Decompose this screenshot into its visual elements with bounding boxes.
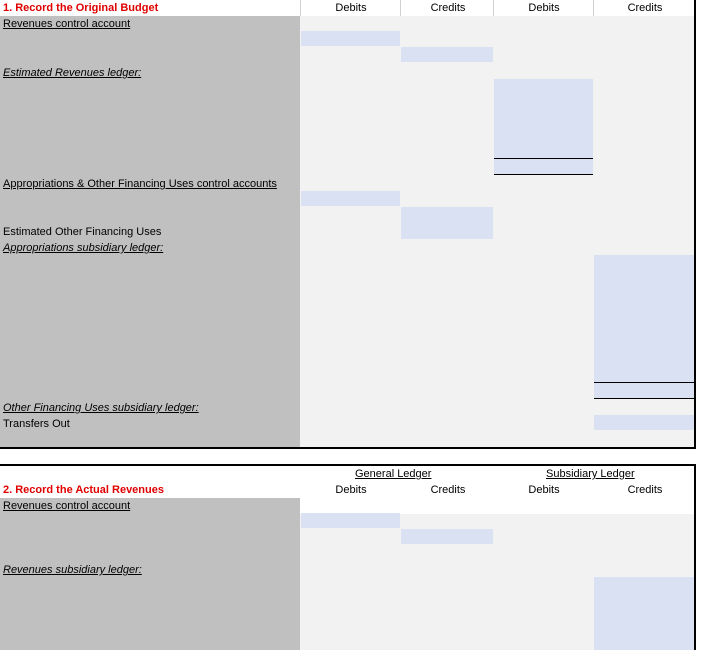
revenues-credit-input-2[interactable]: [401, 529, 493, 544]
header-divider: [493, 0, 494, 16]
gl-debits-header-2: Debits: [335, 484, 367, 496]
section1-title: 1. Record the Original Budget: [3, 2, 159, 14]
estimated-revenues-ledger-label: Estimated Revenues ledger:: [3, 67, 142, 79]
sl-debits-header-2: Debits: [528, 484, 560, 496]
ofu-subsidiary-label: Other Financing Uses subsidiary ledger:: [3, 402, 199, 414]
appropriations-control-label: Appropriations & Other Financing Uses co…: [3, 178, 277, 190]
appropriations-subsidiary-credit-inputs[interactable]: [594, 255, 694, 399]
section-separator: [0, 464, 696, 466]
revenues-control-label: Revenues control account: [3, 18, 131, 30]
right-border: [694, 0, 696, 447]
revenues-control-credit-input[interactable]: [401, 47, 493, 62]
estimated-ofu-credit-input[interactable]: [401, 207, 493, 239]
sl-debits-header: Debits: [528, 2, 560, 14]
total-line: [594, 398, 694, 399]
right-border: [694, 464, 696, 650]
sl-credits-header-2: Credits: [627, 484, 663, 496]
revenues-debit-input-2[interactable]: [301, 513, 400, 528]
gl-credits-header: Credits: [430, 2, 466, 14]
estimated-revenues-debit-inputs[interactable]: [494, 79, 593, 175]
subsidiary-ledger-header: Subsidiary Ledger: [546, 468, 635, 480]
appropriations-subsidiary-label: Appropriations subsidiary ledger:: [3, 242, 164, 254]
revenues-subsidiary-label: Revenues subsidiary ledger:: [3, 564, 142, 576]
transfers-out-label: Transfers Out: [3, 418, 70, 430]
transfers-out-credit-input[interactable]: [594, 415, 694, 430]
gl-credits-header-2: Credits: [430, 484, 466, 496]
section2-title: 2. Record the Actual Revenues: [3, 484, 164, 496]
section-separator: [0, 447, 696, 449]
appropriations-debit-input[interactable]: [301, 191, 400, 206]
revenues-subsidiary-credit-inputs[interactable]: [594, 577, 694, 650]
revenues-control-label-2: Revenues control account: [3, 500, 131, 512]
header-divider: [300, 0, 301, 16]
header-divider: [400, 0, 401, 16]
sl-credits-header: Credits: [627, 2, 663, 14]
total-line: [494, 158, 593, 159]
general-ledger-header: General Ledger: [355, 468, 432, 480]
estimated-ofu-label: Estimated Other Financing Uses: [3, 226, 162, 238]
label-column-bg-2: [0, 498, 300, 650]
revenues-control-debit-input[interactable]: [301, 31, 400, 46]
gl-debits-header: Debits: [335, 2, 367, 14]
total-line: [494, 174, 593, 175]
total-line: [594, 382, 694, 383]
header-divider: [593, 0, 594, 16]
label-column-bg-1: [0, 16, 300, 447]
